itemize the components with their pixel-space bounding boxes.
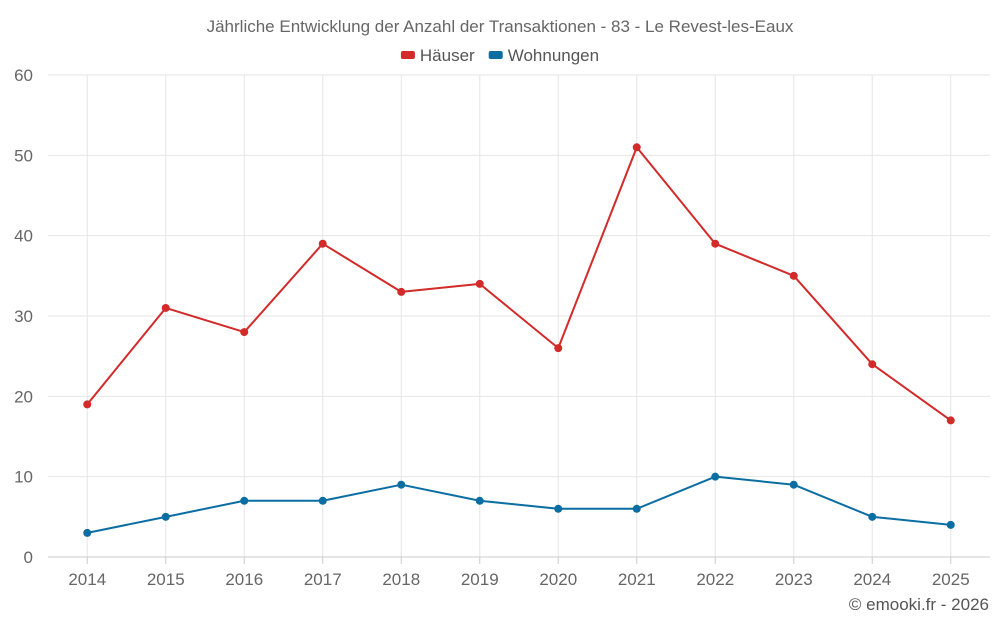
series-0-point <box>397 287 406 296</box>
x-tick-label: 2018 <box>382 570 420 589</box>
x-tick-label: 2021 <box>618 570 656 589</box>
grid <box>48 74 990 557</box>
legend: Häuser Wohnungen <box>400 46 599 65</box>
y-tick-label: 30 <box>14 307 33 326</box>
series-0-point <box>868 360 877 369</box>
series-0-point <box>554 344 563 353</box>
x-tick-label: 2019 <box>461 570 499 589</box>
x-tick-label: 2016 <box>225 570 263 589</box>
y-tick-label: 20 <box>14 387 33 406</box>
legend-item-1: Wohnungen <box>488 46 599 65</box>
series-0 <box>83 143 955 425</box>
y-tick-label: 40 <box>14 227 33 246</box>
series-0-line <box>86 146 952 422</box>
axes: 0 10 20 30 40 50 60 2014 2015 2016 2017 2018 2019 202… <box>14 66 990 589</box>
series-1-point <box>161 512 170 521</box>
x-tick-label: 2025 <box>932 570 970 589</box>
series-1-point <box>475 496 484 505</box>
x-tick-label: 2023 <box>775 570 813 589</box>
series-1-point <box>711 472 720 481</box>
y-tick-label: 50 <box>14 146 33 165</box>
series-1-point <box>632 504 641 513</box>
series-1-point <box>554 504 563 513</box>
x-tick-label: 2024 <box>853 570 891 589</box>
series-1 <box>83 472 955 537</box>
series-1-point <box>240 496 249 505</box>
series-1-point <box>318 496 327 505</box>
series-1-point <box>789 480 798 489</box>
legend-item-0: Häuser <box>400 46 475 65</box>
series-0-point <box>318 239 327 248</box>
series <box>83 143 955 537</box>
series-0-point <box>161 303 170 312</box>
x-tick-label: 2014 <box>68 570 106 589</box>
legend-swatch <box>488 51 503 59</box>
legend-label: Wohnungen <box>508 46 599 65</box>
legend-label: Häuser <box>420 46 475 65</box>
x-tick-label: 2020 <box>539 570 577 589</box>
legend-swatch <box>400 51 415 59</box>
series-1-line <box>87 475 951 534</box>
y-tick-label: 60 <box>14 66 33 85</box>
series-1-point <box>946 520 955 529</box>
series-1-point <box>868 512 877 521</box>
y-tick-label: 0 <box>24 548 33 567</box>
series-0-point <box>789 271 798 280</box>
series-0-point <box>632 143 641 152</box>
series-1-point <box>83 528 92 537</box>
series-0-point <box>83 400 92 409</box>
y-tick-label: 10 <box>14 468 33 487</box>
series-1-point <box>397 480 406 489</box>
x-tick-label: 2017 <box>304 570 342 589</box>
x-tick-label: 2022 <box>696 570 734 589</box>
x-tick-label: 2015 <box>147 570 185 589</box>
series-0-point <box>240 328 249 337</box>
credit-text: © emooki.fr - 2026 <box>849 595 989 614</box>
series-0-point <box>711 239 720 248</box>
series-0-point <box>475 279 484 288</box>
chart-title: Jährliche Entwicklung der Anzahl der Tra… <box>207 17 794 36</box>
series-0-point <box>946 416 955 425</box>
